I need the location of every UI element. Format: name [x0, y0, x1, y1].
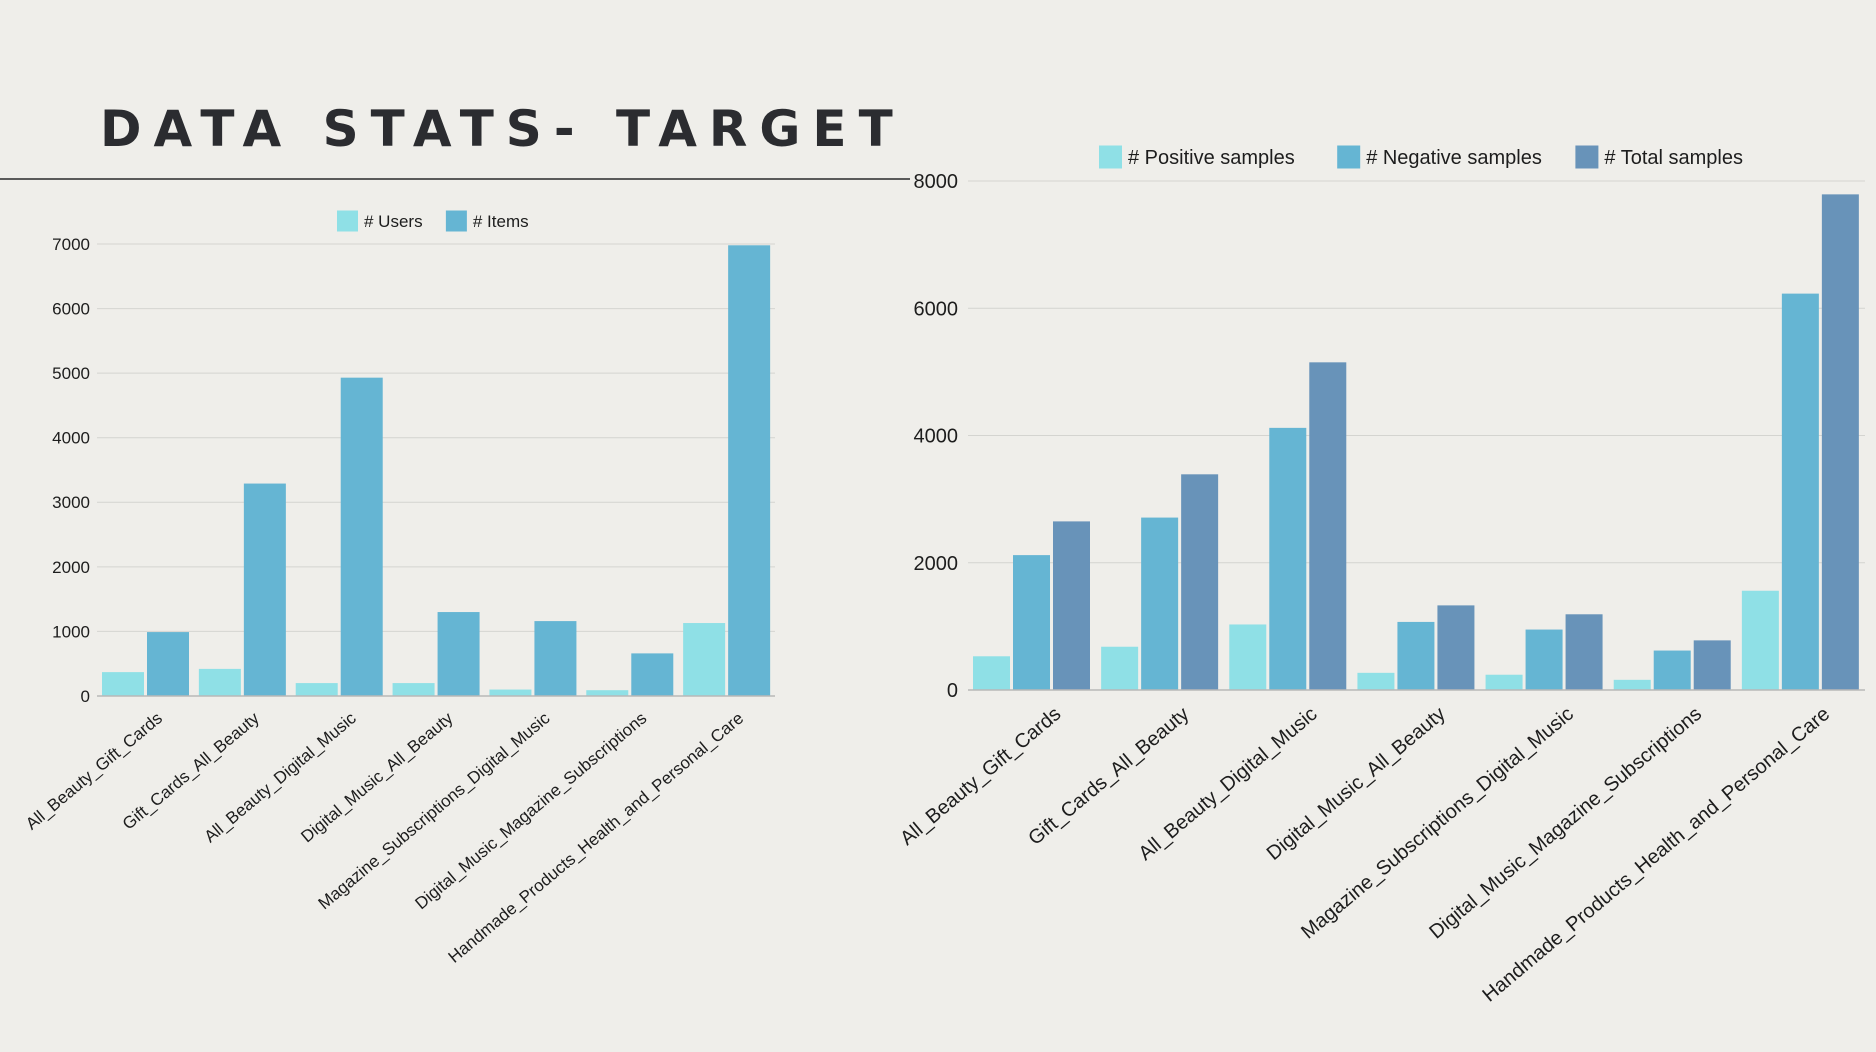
bar-users — [102, 672, 144, 696]
bar-negative-samples — [1781, 293, 1819, 690]
bar-items — [243, 483, 286, 696]
bar-positive-samples — [1613, 679, 1651, 690]
bar-total-samples — [1437, 605, 1475, 690]
x-tick-label: All_Beauty_Digital_Music — [201, 708, 361, 846]
bar-items — [728, 245, 771, 696]
bar-positive-samples — [1101, 646, 1139, 690]
legend-swatch-total-samples — [1575, 145, 1599, 169]
bar-total-samples — [1821, 194, 1859, 690]
bar-positive-samples — [1741, 590, 1779, 690]
legend-label-positive-samples: # Positive samples — [1128, 147, 1295, 169]
bar-negative-samples — [1013, 555, 1050, 690]
bar-negative-samples — [1141, 517, 1179, 690]
x-tick-label: Magazine_Subscriptions_Digital_Music — [1297, 703, 1578, 944]
bar-total-samples — [1181, 474, 1219, 690]
bar-total-samples — [1309, 362, 1347, 690]
bar-items — [534, 621, 577, 696]
bar-total-samples — [1693, 640, 1731, 690]
users-items-bar-chart: 0 1000 2000 3000 4000 5000 6000 7000 All_Beauty_… — [22, 210, 775, 967]
y-tick-label: 0 — [81, 687, 90, 706]
y-tick-label: 4000 — [52, 429, 90, 448]
bar-items — [340, 377, 383, 696]
title-divider — [0, 178, 910, 180]
y-tick-label: 2000 — [914, 553, 959, 575]
bar-negative-samples — [1525, 629, 1563, 690]
bar-positive-samples — [1229, 624, 1267, 690]
legend-label-total-samples: # Total samples — [1604, 147, 1743, 169]
samples-bar-chart: 02000400060008000All_Beauty_Gift_CardsGi… — [896, 145, 1865, 1006]
y-tick-label: 6000 — [52, 300, 90, 319]
bar-users — [683, 623, 726, 696]
y-tick-label: 4000 — [914, 426, 959, 448]
bar-total-samples — [1053, 521, 1090, 690]
bar-users — [198, 668, 241, 696]
bar-positive-samples — [1357, 672, 1395, 690]
bar-items — [631, 653, 674, 696]
legend-swatch-positive-samples — [1099, 145, 1122, 169]
bar-negative-samples — [1269, 427, 1307, 690]
legend-label-items: # Items — [473, 212, 529, 231]
y-tick-label: 7000 — [52, 235, 90, 254]
bar-negative-samples — [1397, 621, 1435, 690]
bar-users — [295, 683, 338, 696]
y-tick-label: 8000 — [914, 171, 959, 193]
legend-label-users: # Users — [364, 212, 423, 231]
legend-swatch-users — [337, 210, 358, 232]
y-tick-label: 6000 — [914, 298, 959, 320]
bar-items — [147, 632, 189, 696]
slide-title: DATA STATS- TARGET — [100, 100, 905, 158]
x-tick-label: Digital_Music_Magazine_Subscriptions — [1425, 703, 1706, 944]
legend-label-negative-samples: # Negative samples — [1366, 147, 1542, 169]
bar-total-samples — [1565, 614, 1603, 690]
bar-positive-samples — [1485, 674, 1523, 690]
bar-users — [392, 683, 435, 696]
legend-swatch-items — [445, 210, 467, 232]
bar-items — [437, 612, 480, 696]
bar-positive-samples — [973, 656, 1010, 690]
legend-swatch-negative-samples — [1337, 145, 1361, 169]
bar-users — [489, 689, 532, 696]
x-tick-label: Digital_Music_All_Beauty — [297, 708, 457, 846]
y-tick-label: 2000 — [52, 558, 90, 577]
bar-negative-samples — [1653, 650, 1691, 690]
bar-users — [586, 690, 629, 696]
y-tick-label: 5000 — [52, 364, 90, 383]
y-tick-label: 3000 — [52, 493, 90, 512]
y-tick-label: 0 — [947, 680, 958, 702]
y-tick-label: 1000 — [52, 622, 90, 641]
